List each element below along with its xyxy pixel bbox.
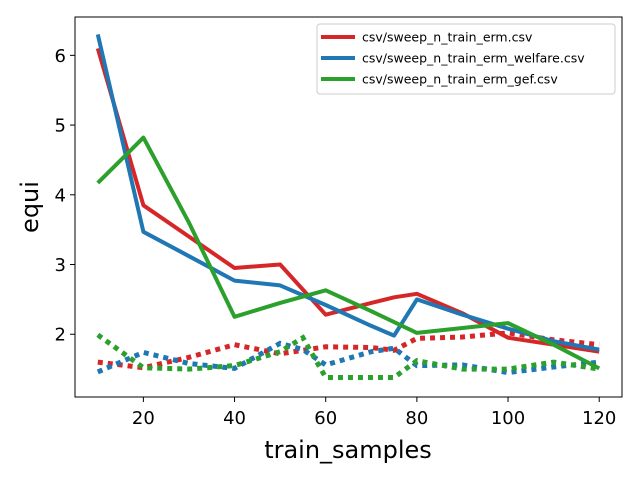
series-layer	[95, 33, 601, 380]
legend-label: csv/sweep_n_train_erm.csv	[362, 30, 533, 45]
y-tick-label: 4	[55, 185, 66, 206]
y-tick-label: 5	[55, 116, 66, 137]
x-tick-label: 100	[491, 408, 525, 429]
series-line-1	[95, 33, 600, 352]
legend-box	[316, 23, 616, 95]
series-dotted-line-5	[96, 332, 600, 380]
plot-frame	[74, 16, 623, 398]
x-axis: 20 40 60 80 100 120	[132, 397, 616, 429]
y-axis: 2 3 4 5 6	[55, 46, 75, 346]
x-tick-label: 60	[314, 408, 337, 429]
legend-label: csv/sweep_n_train_erm_welfare.csv	[362, 51, 585, 66]
x-tick-label: 80	[405, 408, 428, 429]
series-line-0	[95, 47, 600, 354]
series-line-2	[96, 135, 601, 371]
legend-label: csv/sweep_n_train_erm_gef.csv	[362, 72, 558, 87]
y-tick-label: 3	[55, 255, 66, 276]
x-tick-label: 20	[132, 408, 155, 429]
series-dotted-line-3	[97, 330, 600, 371]
legend: csv/sweep_n_train_erm.csv csv/sweep_n_tra…	[316, 23, 616, 95]
x-axis-label: train_samples	[264, 436, 432, 464]
x-tick-label: 40	[223, 408, 246, 429]
y-tick-label: 2	[55, 325, 66, 346]
series-dotted-line-4	[96, 340, 600, 376]
x-tick-label: 120	[582, 408, 616, 429]
y-axis-label: equi	[16, 181, 44, 233]
y-tick-label: 6	[55, 46, 66, 67]
